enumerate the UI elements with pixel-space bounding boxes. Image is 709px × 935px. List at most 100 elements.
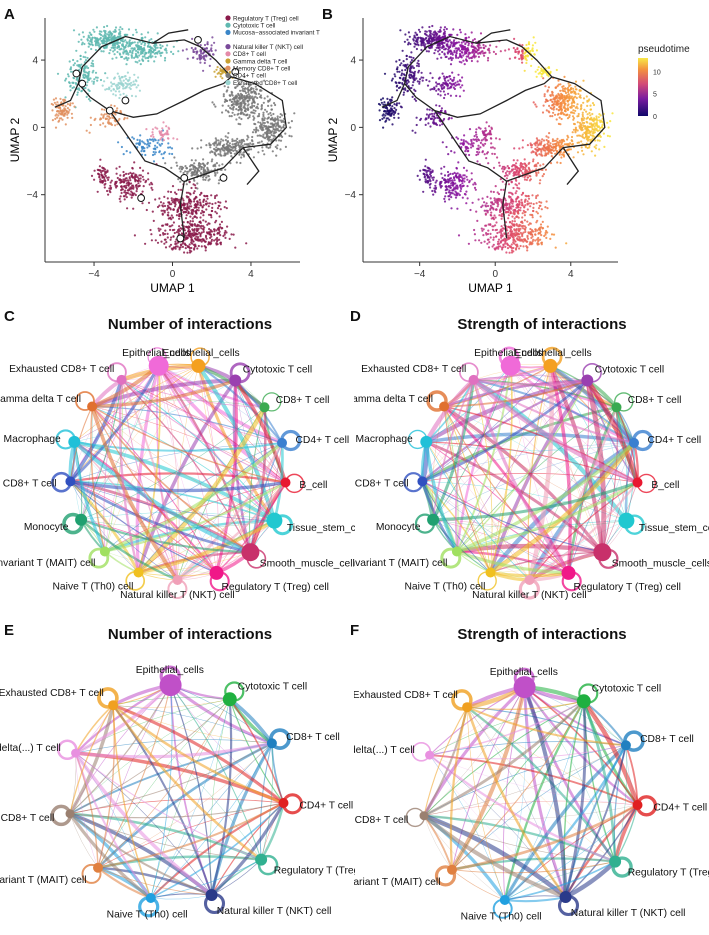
cell-point bbox=[215, 146, 218, 149]
cell-point bbox=[104, 174, 107, 178]
cell-point bbox=[133, 56, 136, 60]
cell-point bbox=[254, 85, 257, 88]
cell-point bbox=[205, 208, 208, 211]
cell-point bbox=[118, 75, 121, 78]
cell-point bbox=[144, 36, 147, 39]
cell-point bbox=[195, 235, 198, 238]
cell-point bbox=[456, 172, 459, 175]
cell-point bbox=[139, 177, 142, 180]
cell-point bbox=[150, 186, 153, 189]
cell-point bbox=[518, 147, 521, 150]
cell-point bbox=[200, 212, 203, 215]
cell-point bbox=[385, 110, 388, 113]
cell-point bbox=[523, 52, 526, 55]
cell-point bbox=[128, 176, 131, 179]
cell-point bbox=[238, 144, 241, 148]
cell-point bbox=[583, 131, 586, 134]
cell-point bbox=[572, 118, 575, 121]
cell-point bbox=[82, 55, 85, 59]
cell-point bbox=[139, 134, 142, 137]
cell-point bbox=[233, 98, 236, 101]
cell-point bbox=[152, 150, 155, 154]
cell-point bbox=[67, 110, 70, 113]
cell-point bbox=[163, 133, 166, 136]
cell-point bbox=[443, 52, 446, 55]
cell-point bbox=[135, 80, 138, 83]
cell-point bbox=[571, 142, 575, 146]
cell-point bbox=[182, 221, 185, 224]
cell-point bbox=[380, 98, 383, 101]
cell-point bbox=[536, 68, 539, 71]
cell-point bbox=[443, 165, 446, 168]
cell-point bbox=[438, 124, 441, 127]
cell-point bbox=[464, 33, 467, 36]
cell-point bbox=[422, 37, 425, 41]
cell-point bbox=[131, 49, 134, 52]
cell-point bbox=[401, 49, 404, 52]
cell-point bbox=[57, 114, 60, 117]
cell-point bbox=[529, 178, 532, 181]
legend-swatch bbox=[225, 72, 231, 78]
cell-point bbox=[147, 201, 151, 204]
cell-point bbox=[169, 225, 172, 228]
cell-point bbox=[574, 109, 577, 112]
cell-point bbox=[224, 109, 228, 112]
cell-point bbox=[203, 43, 207, 47]
cell-point bbox=[270, 108, 273, 111]
cell-point bbox=[465, 59, 468, 62]
cell-point bbox=[501, 180, 504, 183]
cell-point bbox=[151, 153, 155, 157]
cell-point bbox=[543, 146, 547, 149]
cell-point bbox=[568, 142, 572, 145]
cell-point bbox=[220, 138, 223, 141]
cell-point bbox=[383, 110, 386, 113]
cell-point bbox=[196, 169, 200, 172]
cell-point bbox=[598, 139, 601, 142]
cell-point bbox=[262, 113, 265, 116]
cell-point bbox=[560, 112, 563, 115]
cell-point bbox=[593, 145, 596, 148]
cell-point bbox=[609, 120, 612, 123]
cell-point bbox=[563, 105, 566, 108]
cell-point bbox=[600, 119, 603, 122]
cell-point bbox=[538, 139, 541, 142]
cell-point bbox=[192, 167, 195, 171]
cell-point bbox=[265, 125, 268, 128]
cell-point bbox=[555, 108, 558, 111]
cell-point bbox=[561, 144, 564, 148]
cell-point bbox=[410, 71, 414, 74]
cell-point bbox=[460, 179, 463, 182]
cell-point bbox=[534, 103, 537, 106]
cell-point bbox=[511, 169, 514, 172]
cell-point bbox=[118, 178, 121, 181]
cell-point bbox=[581, 126, 584, 129]
cell-point bbox=[555, 68, 558, 72]
cell-point bbox=[210, 235, 213, 238]
cell-point bbox=[541, 154, 544, 157]
cell-point bbox=[110, 33, 113, 36]
cell-point bbox=[479, 141, 482, 144]
cell-point bbox=[69, 89, 72, 92]
cell-point bbox=[246, 138, 249, 141]
cell-point bbox=[154, 139, 157, 142]
cell-point bbox=[521, 139, 524, 142]
cell-point bbox=[114, 28, 117, 32]
cell-point bbox=[225, 231, 228, 234]
cell-point bbox=[485, 202, 488, 205]
cell-point bbox=[542, 148, 545, 151]
cell-point bbox=[213, 233, 216, 236]
cell-point bbox=[574, 126, 577, 129]
cell-point bbox=[258, 112, 261, 116]
cell-point bbox=[441, 176, 444, 180]
cell-point bbox=[118, 82, 121, 85]
cell-point bbox=[279, 119, 283, 122]
cell-point bbox=[494, 185, 497, 188]
cell-point bbox=[535, 137, 538, 140]
cell-point bbox=[179, 170, 182, 173]
cell-point bbox=[470, 45, 473, 48]
cell-point bbox=[481, 150, 484, 153]
cell-point bbox=[147, 178, 150, 181]
cell-point bbox=[446, 40, 449, 43]
cell-point bbox=[163, 195, 166, 198]
cell-point bbox=[254, 131, 257, 134]
